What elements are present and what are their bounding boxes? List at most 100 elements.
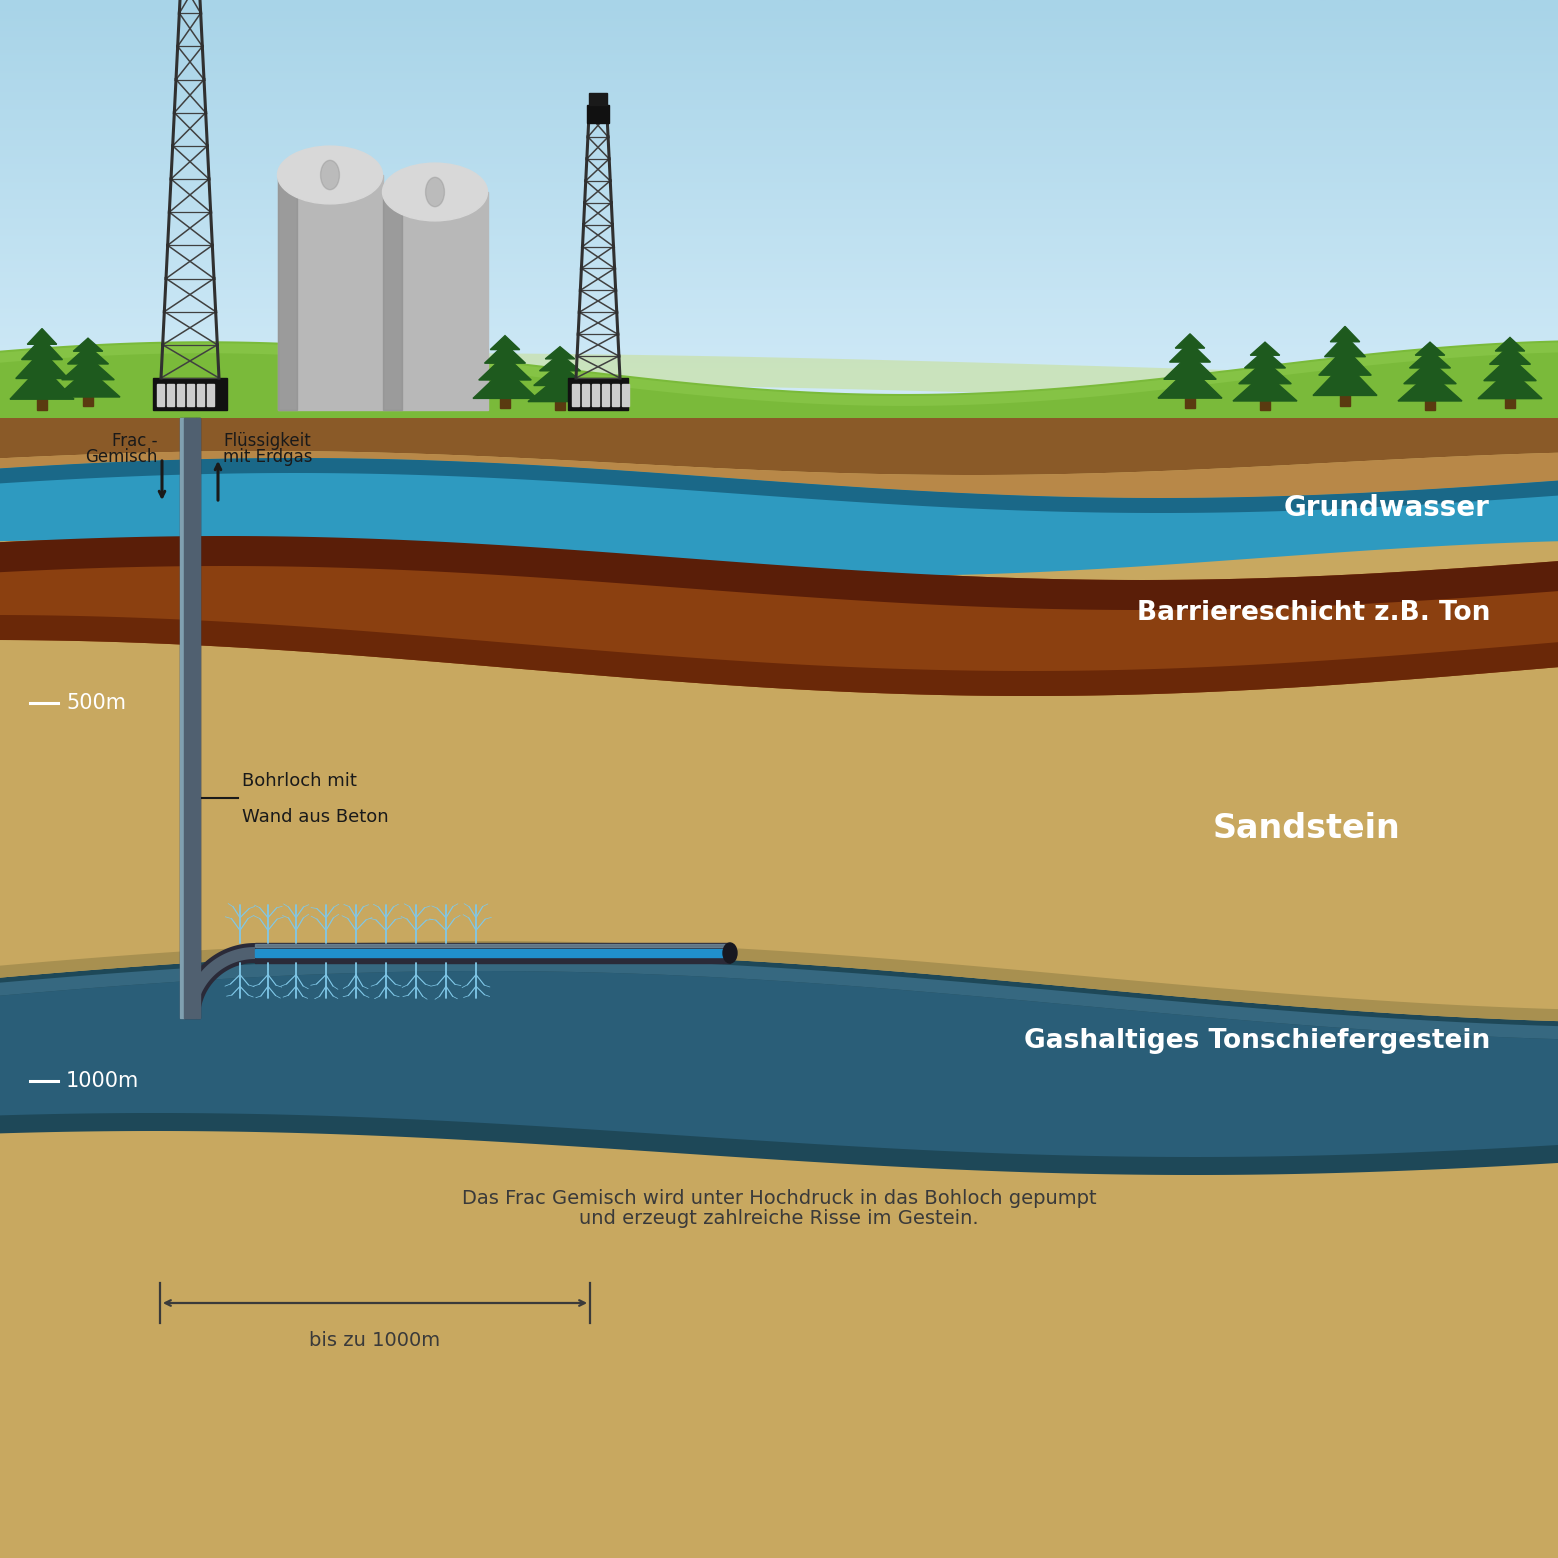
- PathPatch shape: [0, 941, 1558, 1020]
- Bar: [207, 383, 213, 407]
- Bar: [601, 383, 609, 407]
- PathPatch shape: [0, 615, 1558, 696]
- Polygon shape: [1496, 338, 1525, 351]
- Polygon shape: [1170, 343, 1211, 361]
- Bar: [256, 944, 731, 947]
- Bar: [153, 379, 227, 410]
- Polygon shape: [22, 338, 62, 360]
- Polygon shape: [1324, 335, 1365, 357]
- Polygon shape: [539, 354, 581, 371]
- PathPatch shape: [0, 341, 1558, 418]
- PathPatch shape: [0, 458, 1558, 513]
- Bar: [572, 383, 580, 407]
- Bar: [1186, 390, 1195, 408]
- Bar: [587, 104, 609, 123]
- Bar: [500, 391, 509, 408]
- Polygon shape: [62, 357, 114, 380]
- Polygon shape: [1415, 343, 1444, 355]
- Bar: [569, 379, 628, 410]
- Ellipse shape: [277, 146, 383, 204]
- Polygon shape: [1318, 347, 1371, 375]
- PathPatch shape: [184, 947, 256, 1017]
- Ellipse shape: [425, 178, 444, 207]
- Bar: [1340, 386, 1349, 407]
- Text: Gashaltiges Tonschiefergestein: Gashaltiges Tonschiefergestein: [1024, 1028, 1489, 1055]
- Polygon shape: [1158, 368, 1221, 399]
- PathPatch shape: [0, 536, 1558, 696]
- PathPatch shape: [0, 418, 1558, 475]
- Bar: [167, 383, 174, 407]
- Bar: [184, 418, 196, 1017]
- Bar: [187, 383, 195, 407]
- Bar: [37, 390, 47, 410]
- Polygon shape: [73, 338, 103, 351]
- Bar: [196, 418, 199, 1017]
- Ellipse shape: [383, 164, 488, 221]
- Bar: [383, 192, 402, 410]
- Bar: [1505, 391, 1514, 408]
- PathPatch shape: [0, 458, 1558, 576]
- Polygon shape: [67, 346, 109, 365]
- Text: Bohrloch mit: Bohrloch mit: [241, 773, 357, 790]
- Polygon shape: [56, 369, 120, 397]
- Polygon shape: [1313, 361, 1377, 396]
- PathPatch shape: [0, 343, 1558, 407]
- Bar: [589, 93, 608, 104]
- Bar: [383, 192, 488, 410]
- PathPatch shape: [181, 943, 256, 1017]
- Text: Flüssigkeit: Flüssigkeit: [223, 432, 310, 450]
- PathPatch shape: [0, 536, 1558, 611]
- Text: 1000m: 1000m: [65, 1070, 139, 1091]
- Bar: [157, 383, 164, 407]
- PathPatch shape: [0, 354, 1558, 408]
- Polygon shape: [1479, 369, 1542, 399]
- Polygon shape: [478, 355, 531, 380]
- Polygon shape: [9, 365, 73, 399]
- Polygon shape: [1245, 349, 1285, 368]
- Bar: [0, 418, 1558, 1558]
- Polygon shape: [1483, 357, 1536, 380]
- Bar: [1426, 394, 1435, 410]
- Ellipse shape: [321, 160, 340, 190]
- Bar: [196, 383, 204, 407]
- Text: Wand aus Beton: Wand aus Beton: [241, 809, 388, 826]
- PathPatch shape: [0, 958, 1558, 1039]
- Text: Sandstein: Sandstein: [1212, 812, 1401, 844]
- Text: Frac -: Frac -: [112, 432, 157, 450]
- Polygon shape: [528, 375, 592, 402]
- Bar: [612, 383, 619, 407]
- Polygon shape: [1410, 349, 1450, 368]
- Text: 500m: 500m: [65, 693, 126, 714]
- Polygon shape: [474, 368, 538, 399]
- Polygon shape: [485, 344, 525, 363]
- Bar: [277, 174, 298, 410]
- Text: mit Erdgas: mit Erdgas: [223, 449, 313, 466]
- PathPatch shape: [0, 450, 1558, 499]
- Polygon shape: [1250, 343, 1279, 355]
- Polygon shape: [534, 363, 586, 385]
- Bar: [181, 418, 184, 1017]
- PathPatch shape: [0, 971, 1558, 1158]
- Bar: [256, 949, 731, 957]
- Polygon shape: [1164, 354, 1217, 379]
- Text: bis zu 1000m: bis zu 1000m: [310, 1331, 441, 1349]
- Polygon shape: [1489, 346, 1530, 365]
- Bar: [256, 943, 731, 963]
- Bar: [583, 383, 589, 407]
- Bar: [622, 383, 629, 407]
- Polygon shape: [1398, 372, 1461, 400]
- Polygon shape: [28, 329, 56, 344]
- Text: Barriereschicht z.B. Ton: Barriereschicht z.B. Ton: [1137, 600, 1489, 626]
- Bar: [83, 390, 93, 407]
- Bar: [555, 394, 566, 410]
- PathPatch shape: [0, 953, 1558, 1175]
- Polygon shape: [16, 351, 69, 379]
- Text: und erzeugt zahlreiche Risse im Gestein.: und erzeugt zahlreiche Risse im Gestein.: [580, 1209, 978, 1228]
- Bar: [277, 174, 383, 410]
- Polygon shape: [545, 347, 575, 358]
- Bar: [592, 383, 598, 407]
- Bar: [1260, 394, 1270, 410]
- Polygon shape: [1175, 333, 1204, 347]
- Text: Gemisch: Gemisch: [84, 449, 157, 466]
- Text: Das Frac Gemisch wird unter Hochdruck in das Bohloch gepumpt: Das Frac Gemisch wird unter Hochdruck in…: [461, 1189, 1097, 1207]
